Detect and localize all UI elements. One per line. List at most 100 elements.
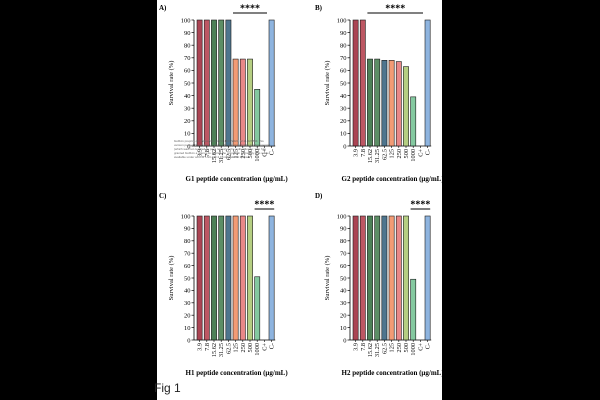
x-tick-label: 31.25 xyxy=(374,343,381,357)
y-tick-label: 80 xyxy=(340,238,347,245)
x-tick-label: 1000 xyxy=(410,149,417,162)
bar xyxy=(247,58,253,147)
y-tick-label: 50 xyxy=(340,275,347,282)
x-tick-label: 1000 xyxy=(410,343,417,356)
significance-label: **** xyxy=(240,4,260,15)
bar xyxy=(367,58,373,147)
x-tick-label: 31.25 xyxy=(218,149,225,163)
bar xyxy=(211,215,217,341)
x-tick-label: 3.9 xyxy=(197,343,204,351)
x-tick-label: C- xyxy=(425,149,432,155)
bar xyxy=(381,60,388,147)
bar xyxy=(352,19,359,147)
y-tick-label: 90 xyxy=(340,30,347,37)
figure-caption: Fig 1 xyxy=(154,381,181,395)
y-tick-label: 100 xyxy=(181,213,191,220)
y-tick-label: 30 xyxy=(340,106,347,113)
y-tick-label: 20 xyxy=(184,313,191,320)
x-tick-label: C+ xyxy=(417,343,424,351)
y-axis-label: Survival rate (%) xyxy=(168,256,175,301)
x-tick-label: 3.9 xyxy=(197,149,204,157)
bar xyxy=(196,19,203,147)
y-tick-label: 40 xyxy=(184,288,191,295)
x-axis-label: G2 peptide concentration (μg/mL) xyxy=(342,175,442,183)
x-tick-label: 62.5 xyxy=(381,343,388,354)
bar xyxy=(239,215,246,341)
y-tick-label: 70 xyxy=(340,251,347,258)
y-tick-label: 30 xyxy=(340,300,347,307)
y-tick-label: 70 xyxy=(184,55,191,62)
x-tick-label: 1000 xyxy=(254,149,261,162)
bar xyxy=(268,19,275,147)
y-tick-label: 60 xyxy=(184,68,191,75)
x-tick-label: 500 xyxy=(403,149,410,158)
y-tick-label: 0 xyxy=(343,143,346,150)
x-tick-label: 250 xyxy=(396,149,403,158)
x-tick-label: 62.5 xyxy=(225,343,232,354)
bar xyxy=(403,66,409,147)
bar xyxy=(203,215,210,341)
y-axis-label: Survival rate (%) xyxy=(168,61,175,106)
y-tick-label: 90 xyxy=(184,30,191,37)
y-tick-label: 80 xyxy=(184,43,191,50)
y-tick-label: 30 xyxy=(184,106,191,113)
x-tick-label: 125 xyxy=(389,149,396,158)
y-tick-label: 20 xyxy=(340,313,347,320)
bar xyxy=(374,58,381,147)
x-tick-label: 500 xyxy=(247,343,254,352)
bar xyxy=(410,96,417,147)
y-tick-label: 100 xyxy=(181,17,191,24)
y-tick-label: 10 xyxy=(184,325,191,332)
bar xyxy=(268,215,275,341)
y-tick-label: 50 xyxy=(184,80,191,87)
x-tick-label: 7.8 xyxy=(204,149,211,157)
y-axis-label: Survival rate (%) xyxy=(324,61,331,106)
bar xyxy=(247,215,253,341)
x-tick-label: 15.62 xyxy=(367,149,374,163)
x-tick-label: 500 xyxy=(247,149,254,158)
x-tick-label: C- xyxy=(269,343,276,349)
y-tick-label: 70 xyxy=(340,55,347,62)
y-tick-label: 40 xyxy=(184,93,191,100)
y-tick-label: 60 xyxy=(340,263,347,270)
bar xyxy=(359,215,366,341)
bar xyxy=(218,19,225,147)
x-tick-label: 125 xyxy=(389,343,396,352)
y-tick-label: 80 xyxy=(184,238,191,245)
x-tick-label: 31.25 xyxy=(374,149,381,163)
y-tick-label: 0 xyxy=(343,337,346,344)
y-tick-label: 0 xyxy=(187,143,190,150)
panel-label: D) xyxy=(315,192,323,200)
x-tick-label: 62.5 xyxy=(225,149,232,160)
y-tick-label: 70 xyxy=(184,251,191,258)
bar xyxy=(225,19,232,147)
bar xyxy=(203,19,210,147)
y-tick-label: 50 xyxy=(184,275,191,282)
bar xyxy=(352,215,359,341)
y-tick-label: 60 xyxy=(184,263,191,270)
x-tick-label: 15.62 xyxy=(211,149,218,163)
bar xyxy=(254,276,261,341)
bar xyxy=(381,215,388,341)
bar xyxy=(225,215,232,341)
y-tick-label: 10 xyxy=(340,325,347,332)
panel-label: A) xyxy=(159,4,167,12)
bar xyxy=(424,19,431,147)
bar xyxy=(232,58,239,147)
y-tick-label: 80 xyxy=(340,43,347,50)
bar xyxy=(254,89,261,147)
y-tick-label: 10 xyxy=(340,131,347,138)
y-axis-label: Survival rate (%) xyxy=(324,256,331,301)
figure-page: A) 0 10 20 30 40 50 60 70 80 90 100 Survival rate (%… xyxy=(157,0,442,400)
x-tick-label: 500 xyxy=(403,343,410,352)
x-tick-label: 250 xyxy=(240,343,247,352)
bar xyxy=(424,215,431,341)
x-tick-label: 15.62 xyxy=(211,343,218,357)
x-tick-label: 3.9 xyxy=(353,343,360,351)
x-axis-label: G1 peptide concentration (μg/mL) xyxy=(186,175,289,183)
x-tick-label: 7.8 xyxy=(204,343,211,351)
x-tick-label: C+ xyxy=(417,149,424,157)
y-tick-label: 30 xyxy=(184,300,191,307)
panel-label: C) xyxy=(159,192,167,200)
